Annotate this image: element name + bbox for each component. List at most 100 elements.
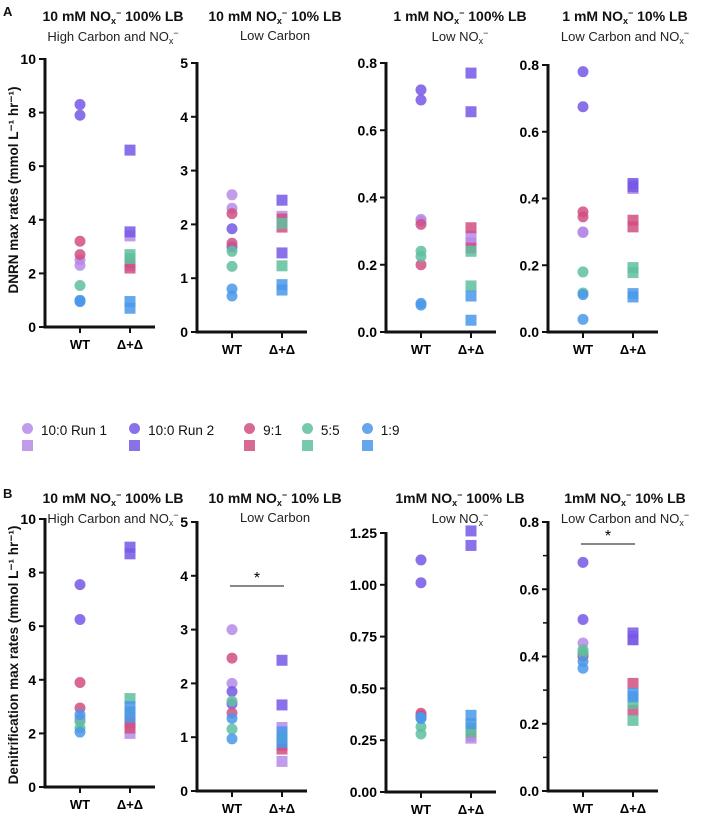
panel-subtitle-4-sup: − bbox=[173, 510, 179, 520]
panel-subtitle-3-sup: − bbox=[683, 28, 690, 38]
panel-subtitle-7-sub: x bbox=[679, 518, 684, 528]
legend-item: 10:0 Run 2 bbox=[129, 423, 214, 451]
y-tick-label: 0 bbox=[180, 324, 188, 340]
y-tick-label: 0.6 bbox=[358, 122, 378, 138]
legend-circle-icon bbox=[22, 423, 33, 434]
y-tick-label: 1 bbox=[180, 270, 188, 286]
panel-subtitle-3-sub: x bbox=[679, 36, 684, 46]
point-mutant bbox=[465, 230, 477, 242]
y-tick-label: 4 bbox=[180, 568, 188, 584]
legend-circle-icon bbox=[129, 423, 141, 434]
panel-title-4-pre: 10 mM NO bbox=[42, 490, 111, 506]
panel-title-7: 1mM NOx− 10% LB bbox=[564, 490, 686, 508]
y-tick-label: 0.8 bbox=[520, 57, 540, 73]
significance-star: * bbox=[605, 528, 611, 545]
significance-star: * bbox=[254, 570, 260, 587]
point-wt bbox=[577, 647, 589, 659]
panel-title-4-sup: − bbox=[115, 490, 122, 500]
point-mutant bbox=[276, 699, 288, 711]
panel-letter-b: B bbox=[3, 486, 13, 501]
panel-title-0-sub: x bbox=[110, 16, 116, 26]
point-wt bbox=[226, 685, 238, 697]
panel-title-5-pre: 10 mM NO bbox=[208, 490, 277, 506]
panel-subtitle-6-sup: − bbox=[483, 510, 489, 520]
point-wt bbox=[415, 259, 427, 271]
point-wt bbox=[74, 259, 86, 271]
y-tick-label: 4 bbox=[28, 672, 36, 688]
x-tick-label: WT bbox=[222, 801, 242, 816]
panel-subtitle-1-pre: Low Carbon bbox=[239, 28, 311, 43]
panel-title-6-sup: − bbox=[457, 490, 463, 500]
legend-label: 1:9 bbox=[380, 422, 400, 438]
point-wt bbox=[415, 554, 427, 566]
legend-square-icon bbox=[22, 440, 33, 451]
panel-title-4-post: 100% LB bbox=[121, 490, 184, 506]
y-tick-label: 0 bbox=[28, 779, 36, 795]
point-mutant bbox=[465, 718, 477, 730]
legend-square-icon bbox=[301, 440, 313, 451]
panel-title-1: 10 mM NOx− 10% LB bbox=[208, 8, 341, 26]
point-mutant bbox=[465, 245, 477, 257]
point-mutant bbox=[627, 291, 639, 303]
x-tick-label: WT bbox=[573, 801, 593, 816]
panel-subtitle-4: High Carbon and NOx− bbox=[47, 510, 178, 528]
panel-subtitle-2-sub: x bbox=[478, 36, 484, 46]
point-mutant bbox=[124, 701, 136, 713]
y-tick-label: 0.6 bbox=[520, 581, 540, 597]
panel-subtitle-4-sub: x bbox=[168, 518, 174, 528]
point-wt bbox=[415, 728, 427, 740]
legend-circle-icon bbox=[361, 423, 373, 434]
point-mutant bbox=[465, 67, 477, 79]
y-tick-label: 8 bbox=[28, 565, 36, 581]
panel-title-6-pre: 1mM NO bbox=[395, 490, 453, 506]
legend-markers bbox=[301, 423, 313, 451]
legend-item: 9:1 bbox=[244, 423, 282, 451]
panel-letter-a: A bbox=[3, 4, 13, 19]
panel-title-0-sup: − bbox=[115, 8, 122, 18]
point-mutant bbox=[627, 704, 639, 716]
legend-square-icon bbox=[129, 440, 141, 451]
panel-title-0-pre: 10 mM NO bbox=[42, 8, 111, 24]
point-wt bbox=[415, 712, 427, 724]
point-mutant bbox=[124, 144, 136, 156]
point-mutant bbox=[124, 722, 136, 734]
point-mutant bbox=[124, 296, 136, 308]
y-tick-label: 6 bbox=[28, 618, 36, 634]
panel-title-1-pre: 10 mM NO bbox=[208, 8, 277, 24]
point-mutant bbox=[465, 726, 477, 738]
x-tick-label: WT bbox=[70, 797, 90, 812]
point-mutant bbox=[124, 711, 136, 723]
panel-title-1-post: 10% LB bbox=[287, 8, 342, 24]
y-tick-label: 0.25 bbox=[350, 732, 377, 748]
point-wt bbox=[74, 235, 86, 247]
panel-title-4: 10 mM NOx− 100% LB bbox=[43, 490, 184, 508]
x-tick-label: Δ+Δ bbox=[269, 342, 295, 357]
panel-subtitle-0-sub: x bbox=[168, 36, 174, 46]
panel-subtitle-2: Low NOx− bbox=[432, 28, 489, 46]
panel-title-7-post: 10% LB bbox=[631, 490, 686, 506]
panel-title-3-sub: x bbox=[622, 16, 628, 26]
point-wt bbox=[415, 84, 427, 96]
panel-subtitle-7-pre: Low Carbon and NO bbox=[560, 511, 680, 526]
point-mutant bbox=[627, 698, 639, 710]
y-tick-label: 0.00 bbox=[350, 784, 377, 800]
y-tick-label: 1.25 bbox=[350, 525, 377, 541]
panel-subtitle-2-sup: − bbox=[483, 28, 489, 38]
point-wt bbox=[226, 260, 238, 272]
legend-markers bbox=[361, 423, 373, 451]
point-mutant bbox=[276, 737, 288, 749]
y-tick-label: 0.2 bbox=[358, 257, 378, 273]
panel-subtitle-6: Low NOx− bbox=[432, 510, 489, 528]
point-mutant bbox=[627, 714, 639, 726]
legend-markers bbox=[22, 423, 33, 451]
point-wt bbox=[415, 94, 427, 106]
y-tick-label: 2 bbox=[28, 725, 36, 741]
y-tick-label: 2 bbox=[28, 265, 36, 281]
x-tick-label: Δ+Δ bbox=[117, 797, 143, 812]
y-tick-label: 4 bbox=[28, 212, 36, 228]
y-tick-label: 0 bbox=[180, 783, 188, 799]
point-mutant bbox=[276, 260, 288, 272]
point-wt bbox=[577, 614, 589, 626]
point-wt bbox=[74, 709, 86, 721]
